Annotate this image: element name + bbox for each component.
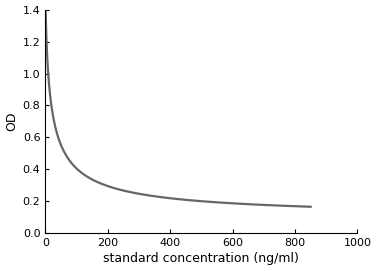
X-axis label: standard concentration (ng/ml): standard concentration (ng/ml) [103,253,299,265]
Y-axis label: OD: OD [6,112,18,131]
